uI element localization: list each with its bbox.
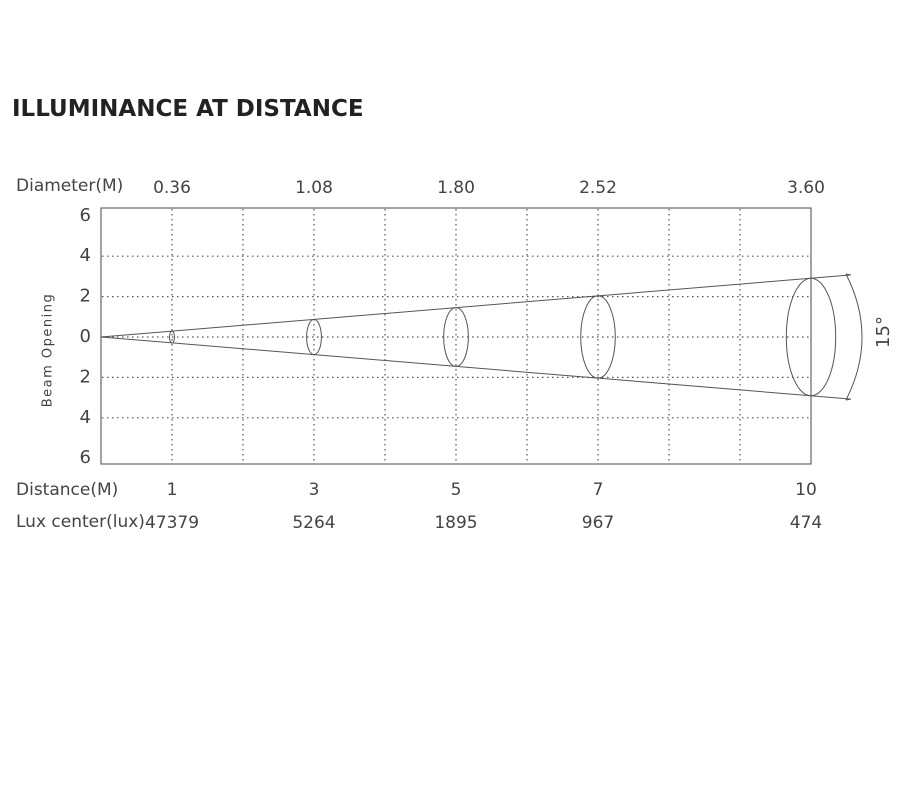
diameter-value: 2.52 (579, 178, 617, 198)
y-tick-label: 6 (80, 447, 91, 468)
y-tick-label: 4 (80, 245, 91, 266)
grid (102, 209, 810, 463)
beam-section (785, 277, 837, 397)
distance-value: 3 (309, 480, 320, 500)
beam-section (169, 330, 175, 344)
lux-label: Lux center(lux) (16, 512, 145, 532)
y-tick-label: 4 (80, 407, 91, 428)
distance-value: 10 (795, 480, 817, 500)
lux-value: 1895 (434, 513, 477, 533)
diameter-value: 1.80 (437, 178, 475, 198)
y-tick-label: 6 (80, 205, 91, 226)
beam-section (306, 318, 322, 356)
y-tick-label: 0 (80, 326, 91, 347)
diameter-value: 3.60 (787, 178, 825, 198)
plot-frame (100, 207, 812, 465)
y-tick-label: 2 (80, 286, 91, 307)
distance-value: 7 (593, 480, 604, 500)
diameter-value: 1.08 (295, 178, 333, 198)
beam-angle: 15° (873, 316, 894, 348)
beam-edge (100, 274, 851, 338)
diameter-value: 0.36 (153, 178, 191, 198)
angle-arc (845, 273, 863, 401)
lux-value: 47379 (145, 513, 199, 533)
diameter-label: Diameter(M) (16, 176, 123, 196)
lux-value: 967 (582, 513, 614, 533)
title: ILLUMINANCE AT DISTANCE (12, 96, 364, 122)
distance-label: Distance(M) (16, 480, 118, 500)
arc-arrow (845, 273, 852, 401)
beam-section (580, 295, 616, 379)
distance-value: 5 (451, 480, 462, 500)
y-tick-label: 2 (80, 366, 91, 387)
y-axis-label: Beam Opening (41, 293, 56, 408)
lux-value: 5264 (292, 513, 335, 533)
beam-section (443, 307, 469, 367)
distance-value: 1 (167, 480, 178, 500)
beam-edge (100, 336, 851, 400)
lux-value: 474 (790, 513, 822, 533)
